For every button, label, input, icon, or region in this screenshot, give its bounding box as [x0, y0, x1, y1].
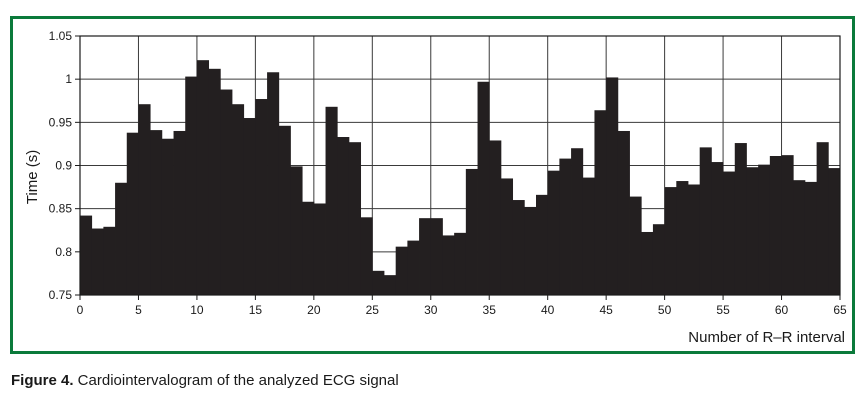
bar: [232, 104, 245, 295]
bar: [173, 130, 186, 295]
bar: [407, 240, 420, 295]
y-tick-label: 0.8: [55, 245, 72, 259]
bar: [769, 156, 782, 295]
bar: [360, 217, 373, 295]
bar: [278, 125, 291, 295]
bar: [103, 226, 116, 295]
y-tick-label: 0.9: [55, 159, 72, 173]
bar: [617, 130, 630, 295]
bar: [582, 177, 595, 295]
bar: [500, 178, 514, 295]
bar: [255, 99, 268, 295]
bar: [442, 235, 455, 295]
bar: [804, 181, 818, 295]
bar: [384, 275, 397, 295]
bar: [524, 206, 537, 295]
bar: [115, 182, 128, 295]
figure-caption: Figure 4. Cardiointervalogram of the ana…: [11, 372, 399, 389]
y-tick-label: 0.75: [49, 288, 73, 302]
bar: [758, 164, 771, 295]
x-tick-label: 15: [249, 303, 263, 317]
y-tick-label: 0.85: [49, 202, 73, 216]
bar: [723, 171, 736, 295]
x-tick-label: 25: [366, 303, 380, 317]
bar: [512, 200, 525, 295]
bar: [571, 148, 584, 295]
caption-label: Figure 4.: [11, 372, 74, 389]
bar: [547, 170, 560, 295]
bar: [243, 118, 256, 296]
bar: [793, 180, 806, 295]
bar: [746, 167, 759, 295]
bar: [477, 81, 490, 295]
x-tick-label: 10: [190, 303, 204, 317]
bar: [536, 194, 549, 295]
bar: [138, 104, 151, 295]
bar: [126, 132, 139, 295]
x-tick-label: 50: [658, 303, 672, 317]
bar: [688, 184, 701, 295]
x-tick-label: 45: [599, 303, 613, 317]
x-tick-label: 40: [541, 303, 555, 317]
bar: [641, 231, 654, 295]
bar: [196, 60, 210, 295]
bar: [559, 158, 572, 295]
bar: [781, 155, 794, 295]
bar: [454, 232, 467, 295]
bar: [302, 201, 315, 295]
bar: [699, 147, 712, 295]
bar: [676, 181, 689, 295]
bar: [828, 168, 841, 295]
figure-frame: 0 5 10 15 20 25 30 35 40 45 50 55 60 65 0.75 0.8 0.85 0.9…: [10, 16, 855, 354]
y-tick-label: 1.05: [49, 29, 73, 43]
bar: [430, 218, 443, 295]
bar: [816, 142, 829, 295]
x-tick-label: 60: [775, 303, 789, 317]
x-tick-label: 35: [483, 303, 497, 317]
x-tick-label: 0: [77, 303, 84, 317]
x-tick-label: 5: [135, 303, 142, 317]
bar: [652, 224, 666, 295]
x-tick-label: 20: [307, 303, 321, 317]
bar: [290, 166, 303, 295]
x-tick-label: 65: [833, 303, 847, 317]
bar: [419, 218, 432, 295]
bar: [150, 130, 163, 295]
x-axis-label: Number of R–R interval: [688, 329, 845, 346]
bar: [734, 143, 747, 295]
bar: [629, 196, 642, 295]
bar: [185, 76, 198, 296]
y-tick-label: 0.95: [49, 115, 73, 129]
y-tick-label: 1: [65, 72, 72, 86]
x-tick-label: 30: [424, 303, 438, 317]
cardiointervalogram-chart: 0 5 10 15 20 25 30 35 40 45 50 55 60 65 0.75 0.8 0.85 0.9…: [24, 29, 847, 346]
bar: [267, 72, 280, 295]
bar: [337, 137, 350, 295]
bar: [91, 228, 104, 295]
bar: [465, 168, 478, 295]
bar: [161, 138, 174, 295]
bar: [711, 162, 724, 295]
bar: [395, 246, 408, 295]
y-axis-label: Time (s): [24, 150, 41, 204]
bar: [489, 140, 502, 295]
bar: [325, 106, 338, 295]
bar: [313, 203, 326, 295]
bar: [220, 89, 233, 295]
bar: [208, 68, 221, 295]
bar: [80, 215, 93, 295]
bar: [606, 77, 619, 295]
bar: [594, 110, 607, 295]
bar: [372, 270, 385, 295]
bar: [664, 187, 677, 295]
x-tick-label: 55: [716, 303, 730, 317]
bar: [348, 142, 362, 295]
caption-text: Cardiointervalogram of the analyzed ECG …: [73, 372, 399, 389]
